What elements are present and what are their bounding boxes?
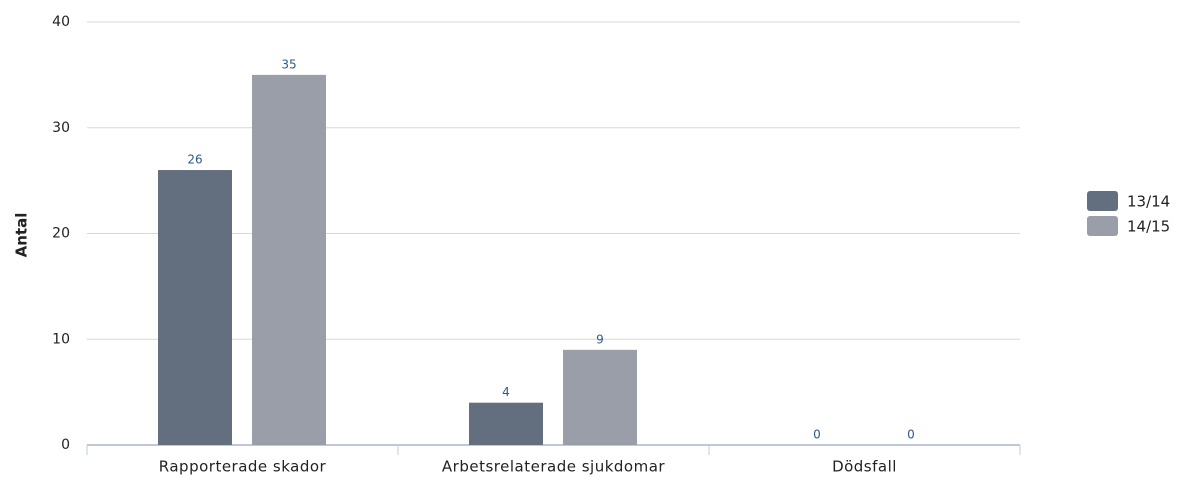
data-label: 4 <box>502 385 510 399</box>
data-label: 26 <box>187 153 202 167</box>
y-tick-label: 10 <box>52 331 70 347</box>
y-tick-label: 0 <box>61 437 70 453</box>
data-label: 35 <box>281 57 296 71</box>
legend-label: 14/15 <box>1127 218 1170 236</box>
bar <box>158 170 232 446</box>
y-axis-label: Antal <box>13 213 31 258</box>
y-tick-label: 20 <box>52 226 70 242</box>
bar <box>252 74 326 445</box>
x-tick-label: Dödsfall <box>832 458 897 476</box>
legend-label: 13/14 <box>1127 193 1170 211</box>
data-label: 9 <box>596 332 604 346</box>
data-label: 0 <box>813 428 821 442</box>
data-label: 0 <box>907 428 915 442</box>
bar <box>469 402 543 445</box>
legend-swatch <box>1087 216 1118 236</box>
x-tick-label: Arbetsrelaterade sjukdomar <box>442 458 665 476</box>
legend-swatch <box>1087 191 1118 211</box>
y-tick-label: 30 <box>52 120 70 136</box>
x-tick-label: Rapporterade skador <box>159 458 327 476</box>
y-tick-label: 40 <box>52 14 70 30</box>
bar <box>563 349 637 445</box>
